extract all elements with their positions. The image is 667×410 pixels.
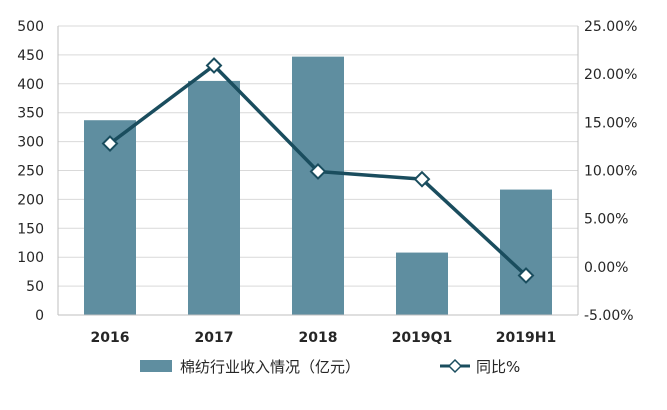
x-tick-label: 2016 bbox=[91, 330, 130, 346]
x-tick-label: 2019H1 bbox=[496, 330, 556, 346]
y-right-tick-label: 10.00% bbox=[584, 164, 637, 180]
x-tick-label: 2018 bbox=[299, 330, 338, 346]
bar bbox=[84, 120, 136, 316]
y-left-tick-label: 250 bbox=[17, 164, 44, 180]
axes: 0 50 100 150 200 250 300 350 400 450 500 -5.00% 0.00… bbox=[17, 19, 637, 346]
y-left-tick-label: 200 bbox=[17, 192, 44, 208]
x-tick-label: 2017 bbox=[195, 330, 234, 346]
legend-bar-label: 棉纺行业收入情况（亿元） bbox=[180, 358, 360, 376]
y-left-tick-label: 300 bbox=[17, 135, 44, 151]
y-left-tick-label: 50 bbox=[26, 279, 44, 295]
legend-bar-swatch bbox=[140, 360, 172, 372]
y-right-tick-label: 5.00% bbox=[584, 212, 628, 228]
y-left-tick-label: 450 bbox=[17, 48, 44, 64]
x-tick-label: 2019Q1 bbox=[392, 330, 453, 346]
y-left-tick-label: 400 bbox=[17, 77, 44, 93]
y-right-tick-label: -5.00% bbox=[584, 308, 634, 324]
bar-series bbox=[84, 56, 552, 316]
y-left-tick-label: 100 bbox=[17, 250, 44, 266]
legend-line-marker bbox=[447, 358, 463, 374]
line-point-marker bbox=[517, 267, 535, 284]
legend: 棉纺行业收入情况（亿元） 同比% bbox=[140, 358, 520, 376]
y-left-tick-label: 350 bbox=[17, 106, 44, 122]
y-right-tick-label: 0.00% bbox=[584, 260, 628, 276]
y-left-tick-label: 150 bbox=[17, 221, 44, 237]
line-series bbox=[101, 57, 535, 284]
bar bbox=[500, 189, 552, 315]
bar bbox=[292, 56, 344, 315]
bar bbox=[396, 252, 448, 315]
y-left-tick-label: 500 bbox=[17, 19, 44, 35]
line-point-marker bbox=[205, 57, 223, 74]
y-right-tick-label: 20.00% bbox=[584, 67, 637, 83]
bar bbox=[188, 80, 240, 315]
line-point-marker bbox=[413, 170, 431, 188]
y-left-tick-label: 0 bbox=[35, 308, 44, 324]
legend-line-label: 同比% bbox=[476, 358, 520, 376]
line-point-marker bbox=[101, 135, 119, 152]
y-right-tick-label: 25.00% bbox=[584, 19, 637, 35]
y-right-tick-label: 15.00% bbox=[584, 115, 637, 131]
line-point-marker bbox=[309, 163, 327, 180]
